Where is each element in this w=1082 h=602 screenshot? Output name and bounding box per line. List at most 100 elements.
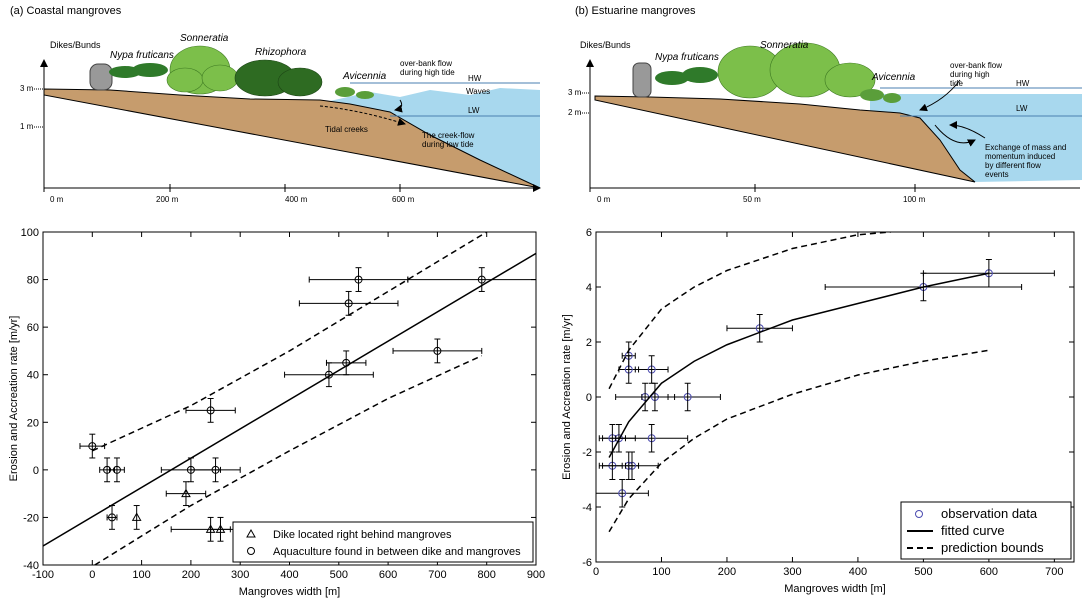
annotation: during high bbox=[950, 70, 990, 79]
species-label: Nypa fruticans bbox=[110, 50, 174, 61]
x-tick-label: 800 bbox=[478, 569, 496, 581]
x-tick-label: 400 bbox=[849, 566, 867, 578]
y-axis-label: Erosion and Accreation rate [m/yr] bbox=[561, 314, 573, 480]
x-tick-label: 900 bbox=[527, 569, 545, 581]
annotation: during high tide bbox=[400, 68, 455, 77]
x-tick-label: 0 bbox=[593, 566, 599, 578]
dike-label: Dikes/Bunds bbox=[580, 40, 631, 50]
annotation: by different flow bbox=[985, 161, 1041, 170]
x-tick-label: 300 bbox=[231, 569, 249, 581]
annotation: over-bank flow bbox=[950, 61, 1002, 70]
x-tick-label: 400 bbox=[280, 569, 298, 581]
marker bbox=[246, 528, 256, 538]
species-label: Avicennia bbox=[871, 72, 916, 83]
line bbox=[43, 252, 536, 547]
plot-area bbox=[43, 232, 536, 565]
annotation: Tidal creeks bbox=[325, 125, 368, 134]
y-tick-label: 100 bbox=[21, 227, 39, 239]
legend-label: Dike located right behind mangroves bbox=[273, 529, 452, 541]
x-tick-label: 600 bbox=[379, 569, 397, 581]
x-tick-label: 700 bbox=[1045, 566, 1063, 578]
diagram-a: (a) Coastal mangroves 3 m 1 m 0 m 200 m … bbox=[10, 5, 541, 204]
dike-label: Dikes/Bunds bbox=[50, 40, 101, 50]
line bbox=[94, 355, 483, 565]
plot-area bbox=[596, 232, 1055, 533]
line bbox=[608, 349, 990, 533]
annotation: events bbox=[985, 170, 1009, 179]
annotation: The creek-flow bbox=[422, 131, 475, 140]
y-tick-label: 4 bbox=[586, 282, 592, 294]
annotation: tide bbox=[950, 79, 963, 88]
species-label: Rhizophora bbox=[255, 47, 307, 58]
x-tick-label: 100 bbox=[652, 566, 670, 578]
ground bbox=[43, 88, 541, 189]
distance-label: 0 m bbox=[50, 195, 64, 204]
annotation: Exchange of mass and bbox=[985, 143, 1066, 152]
species-label: Sonneratia bbox=[180, 33, 229, 44]
x-tick-label: 500 bbox=[330, 569, 348, 581]
y-tick-label: 20 bbox=[27, 417, 39, 429]
y-tick-label: 2 bbox=[586, 337, 592, 349]
distance-label: 400 m bbox=[285, 195, 308, 204]
x-tick-label: 200 bbox=[182, 569, 200, 581]
y-axis-label: Erosion and Accreation rate [m/yr] bbox=[8, 316, 20, 482]
y-tick-label: 6 bbox=[586, 227, 592, 239]
y-tick-label: -40 bbox=[23, 560, 39, 572]
y-tick-label: 0 bbox=[586, 392, 592, 404]
y-tick-label: -2 bbox=[582, 447, 592, 459]
legend-label: prediction bounds bbox=[941, 540, 1044, 555]
diagram-title: (b) Estuarine mangroves bbox=[575, 5, 696, 17]
y-tick-label: 80 bbox=[27, 275, 39, 287]
y-tick-label: -4 bbox=[582, 502, 592, 514]
level-label: LW bbox=[468, 106, 480, 115]
x-axis-label: Mangroves width [m] bbox=[784, 583, 885, 595]
x-tick-label: 200 bbox=[718, 566, 736, 578]
height-label: 2 m bbox=[568, 108, 582, 117]
y-tick-label: -20 bbox=[23, 512, 39, 524]
diagram-title: (a) Coastal mangroves bbox=[10, 5, 122, 17]
y-tick-label: -6 bbox=[582, 557, 592, 569]
height-label: 3 m bbox=[20, 84, 34, 93]
annotation: momentum induced bbox=[985, 152, 1055, 161]
legend-box bbox=[232, 521, 534, 563]
line bbox=[608, 232, 891, 390]
annotation: during low tide bbox=[422, 140, 474, 149]
line bbox=[91, 232, 488, 452]
y-tick-label: 0 bbox=[33, 465, 39, 477]
marker bbox=[247, 547, 255, 555]
distance-label: 100 m bbox=[903, 195, 926, 204]
legend-label: Aquaculture found in between dike and ma… bbox=[273, 546, 521, 558]
y-tick-label: 60 bbox=[27, 322, 39, 334]
x-tick-label: 600 bbox=[980, 566, 998, 578]
x-axis-label: Mangroves width [m] bbox=[239, 586, 340, 598]
x-tick-label: 0 bbox=[89, 569, 95, 581]
marker bbox=[915, 510, 923, 518]
legend-label: fitted curve bbox=[941, 523, 1005, 538]
distance-label: 0 m bbox=[597, 195, 611, 204]
distance-label: 50 m bbox=[743, 195, 761, 204]
level-label: HW bbox=[468, 74, 482, 83]
x-tick-label: 100 bbox=[132, 569, 150, 581]
x-tick-label: 700 bbox=[428, 569, 446, 581]
level-label: LW bbox=[1016, 104, 1028, 113]
level-label: HW bbox=[1016, 79, 1030, 88]
diagram-b: (b) Estuarine mangroves 3 m 2 m 0 m 50 m… bbox=[568, 5, 1082, 204]
species-label: Nypa fruticans bbox=[655, 52, 719, 63]
distance-label: 600 m bbox=[392, 195, 415, 204]
annotation: Waves bbox=[466, 87, 490, 96]
line bbox=[608, 272, 990, 458]
height-label: 1 m bbox=[20, 122, 34, 131]
annotation: over-bank flow bbox=[400, 59, 452, 68]
distance-label: 200 m bbox=[156, 195, 179, 204]
y-tick-label: 40 bbox=[27, 370, 39, 382]
species-label: Sonneratia bbox=[760, 40, 809, 51]
legend: Dike located right behind mangroves Aquac… bbox=[232, 521, 534, 563]
x-tick-label: 300 bbox=[783, 566, 801, 578]
legend: observation data fitted curve prediction b… bbox=[900, 501, 1072, 560]
x-tick-label: 500 bbox=[914, 566, 932, 578]
x-tick-label: -100 bbox=[32, 569, 54, 581]
species-label: Avicennia bbox=[342, 71, 387, 82]
legend-label: observation data bbox=[941, 506, 1038, 521]
height-label: 3 m bbox=[568, 88, 582, 97]
